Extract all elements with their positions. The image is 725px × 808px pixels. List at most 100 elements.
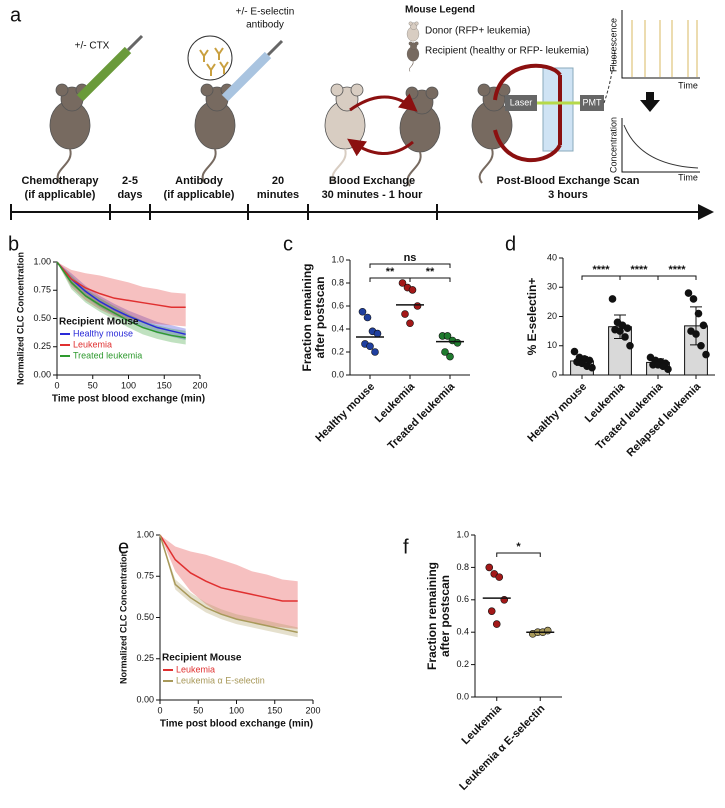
mouse-ear [425,86,439,100]
data-point [408,286,417,294]
significance-bracket [369,263,451,268]
y-axis-label: Fraction remaining [425,562,439,670]
data-point [543,626,552,635]
y-tick-label: 0.4 [331,323,344,333]
y-tick-label: 0.25 [33,341,51,351]
x-tick-label: 150 [267,705,282,715]
x-tick-label: 0 [157,705,162,715]
syringe-plunger [126,34,144,52]
band [57,262,186,327]
x-tick-label: 0 [54,380,59,390]
y-axis-label: Fraction remaining [300,263,314,371]
mouse-tail [409,61,414,72]
label: antibody [246,20,284,31]
data-point [495,573,504,581]
pmt-box [580,95,604,111]
timeline-label: days [117,189,142,201]
legend-label: Leukemia [176,664,215,674]
y-tick-label: 0.50 [136,612,154,622]
line [56,261,186,308]
signal-link [603,49,616,104]
syringe-plunger [266,39,284,57]
significance-label: ** [386,266,395,278]
y-tick-label: 0.4 [456,627,469,637]
x-tick-label: Healthy mouse [313,381,377,445]
y-tick-label: 20 [547,311,557,321]
data-point [621,333,629,341]
significance-bracket [409,277,451,282]
data-point [441,348,449,356]
legend-label: Healthy mouse [73,328,133,338]
significance-bracket [619,275,659,280]
mouse-ear [414,21,419,26]
y-axis-label: Normalized CLC Concentration [15,252,25,385]
y-tick-label: 40 [547,252,557,262]
legend-label: Donor (RFP+ leukemia) [425,26,530,37]
y-tick-label: 1.00 [33,256,51,266]
data-point [371,348,379,356]
mouse-ear [408,41,413,46]
x-tick-label: Healthy mouse [525,381,589,445]
legend-title: Recipient Mouse [162,653,242,664]
mouse-ear [414,41,419,46]
x-axis-label: Time post blood exchange (min) [52,394,205,405]
y-axis-label: Normalized CLC Concentration [118,551,128,684]
mouse-tail [201,148,217,184]
data-point [487,607,496,615]
data-point [443,332,452,340]
mouse-icon [324,83,366,184]
exchange-arrow [347,138,414,157]
y-axis-label: after postscan [438,575,452,657]
y-tick-label: 0 [552,369,557,379]
data-point [697,341,705,350]
x-tick-label: 200 [305,705,320,715]
mouse-tail [331,148,347,184]
mouse-ear [408,21,413,26]
panel-letter: f [403,536,409,558]
inset-label: Fluorescence [608,18,618,72]
mouse-ear [350,83,364,97]
antibody-bubble [187,35,233,81]
mouse-ear [405,86,419,100]
data-point [363,313,372,322]
timeline-label: Post-Blood Exchange Scan [496,175,639,187]
timeline-label: Chemotherapy [21,175,99,187]
mouse-ear [477,83,491,97]
line [159,534,298,602]
x-tick-label: Relapsed leukemia [625,380,704,459]
mouse-tail [56,148,72,184]
data-point [492,620,501,628]
significance-label: * [516,541,521,553]
panel-letter: a [10,4,22,26]
line [159,534,298,634]
data-point [398,279,407,287]
significance-label: ns [404,252,417,264]
timeline-label: minutes [257,189,299,201]
data-point [366,342,374,351]
band [160,535,298,630]
x-tick-label: 50 [88,380,98,390]
significance-label: **** [592,264,610,276]
legend-label: Treated leukemia [73,350,142,360]
y-axis-label: after postscan [313,276,327,358]
data-point [692,330,700,338]
data-point [616,327,624,335]
data-point [623,324,632,333]
laser-box [505,95,537,111]
significance-bracket [496,552,541,557]
mouse-ear [330,83,344,97]
y-tick-label: 0.50 [33,313,51,323]
y-tick-label: 1.00 [136,529,154,539]
data-point [453,338,462,347]
data-point [485,563,494,572]
mouse-ear [55,83,69,97]
panel-letter: b [8,233,19,255]
inset-axes [621,10,700,79]
legend-label: Leukemia [73,339,112,349]
y-tick-label: 0.75 [33,285,51,295]
axes [474,535,562,698]
data-point [684,289,693,297]
antibody [214,47,224,60]
significance-label: **** [630,264,648,276]
inset-label: Time [678,172,698,182]
